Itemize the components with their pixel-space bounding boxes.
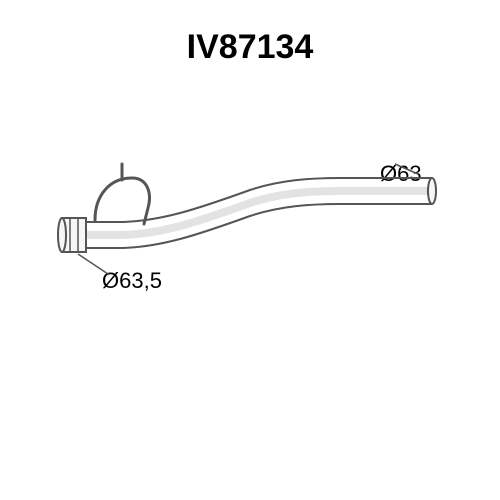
exhaust-pipe-diagram [40, 160, 440, 300]
part-number-title: IV87134 [0, 28, 500, 67]
